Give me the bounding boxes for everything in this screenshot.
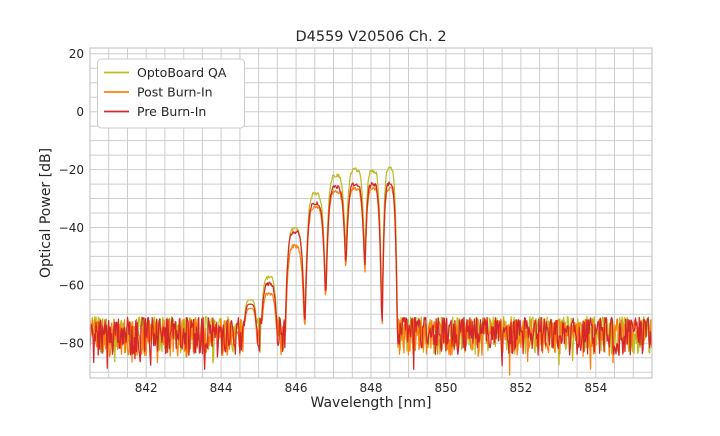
plot-border [89, 47, 653, 379]
x-tick-label: 848 [360, 381, 383, 395]
x-axis-label: Wavelength [nm] [311, 395, 432, 411]
legend-item: Post Burn-In [104, 85, 213, 100]
legend-label-pre-burn-in: Pre Burn-In [137, 104, 206, 119]
legend-label-post-burn-in: Post Burn-In [137, 85, 213, 100]
y-tick-label: 20 [69, 47, 84, 61]
x-tick-label: 844 [210, 381, 233, 395]
legend-box [97, 58, 245, 129]
chart-title: D4559 V20506 Ch. 2 [295, 29, 446, 45]
legend-label-optoboard-qa: OptoBoard QA [137, 65, 227, 80]
y-tick-label: 0 [76, 105, 84, 119]
y-tick-label: −40 [59, 221, 84, 235]
series-line-pre-burn-in [90, 181, 652, 371]
legend: OptoBoard QA Post Burn-In Pre Burn-In [97, 58, 245, 129]
x-tick-label: 842 [135, 381, 158, 395]
y-tick-label: −80 [59, 337, 84, 351]
y-tick-label: −20 [59, 163, 84, 177]
x-tick-label: 850 [434, 381, 457, 395]
series-line-post-burn-in [90, 186, 652, 376]
legend-item: Pre Burn-In [104, 104, 206, 119]
legend-item: OptoBoard QA [104, 65, 227, 80]
x-tick-label: 854 [584, 381, 607, 395]
y-axis-label: Optical Power [dB] [38, 148, 54, 278]
x-tick-label: 852 [509, 381, 532, 395]
x-tick-labels: 842 844 846 848 850 852 854 [135, 381, 608, 395]
series-curves [90, 166, 652, 376]
y-tick-labels: 20 0 −20 −40 −60 −80 [59, 47, 84, 351]
y-tick-label: −60 [59, 279, 84, 293]
x-tick-label: 846 [285, 381, 308, 395]
